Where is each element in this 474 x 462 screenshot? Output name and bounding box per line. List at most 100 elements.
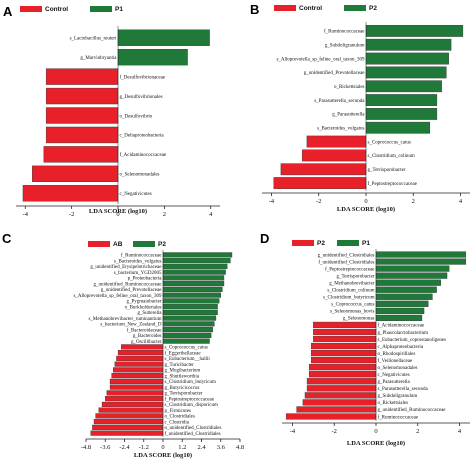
bar-label: g_Pygmaiobacter	[127, 300, 162, 305]
bar-label: f_unidentified_Clostridiales	[165, 432, 221, 437]
bar-g-subdoligranulum	[304, 392, 377, 399]
bar-label: o_Rickettsiales	[378, 401, 409, 406]
bar-label: g_Desulfovibrionales	[120, 95, 163, 100]
bar-s-coprococcus-catus	[306, 135, 367, 148]
bar-label: g_Parasutterella	[378, 380, 411, 385]
legend-swatch	[292, 240, 314, 246]
bar-label: c_Clostridia	[165, 420, 190, 425]
bar-label: g_Terrisporobacter	[337, 274, 375, 279]
legend-swatch	[133, 241, 155, 247]
bar-label: s_Clostridium_butyricum	[323, 296, 375, 301]
bar-g-desulfovibrionales	[45, 87, 119, 105]
bar-p-proteobacteria	[162, 275, 225, 281]
bar-label: g_Butyricicoccus	[165, 386, 200, 391]
bar-c-deltaproteobacteria	[45, 126, 119, 144]
bar-f-peptostreptococcaceae	[273, 177, 367, 189]
bar-c-negativicutes	[22, 185, 119, 202]
x-axis-label: LDA SCORE (log10)	[134, 452, 192, 459]
bar-s-coprococcus-catus	[375, 300, 429, 307]
bar-o-desulfovibrio	[45, 107, 119, 124]
bar-s-bacteroides-vulgatus	[162, 258, 231, 264]
bar-g-parasutterella	[365, 108, 438, 120]
bar-g-subdoligranulum	[365, 38, 452, 51]
bar-label: s_Parasutterella_secunda	[314, 99, 365, 104]
bar-label: o_Selenomonadales	[120, 173, 160, 178]
bar-label: p_Proteobacteria	[128, 277, 163, 282]
panel-letter: C	[2, 231, 12, 246]
x-tick-label: -4	[269, 198, 275, 205]
legend-label: P2	[369, 5, 377, 12]
legend-label: P1	[115, 6, 123, 13]
bar-g-unidentified-prevotellaceae	[162, 286, 223, 292]
bar-g-pygmaiobacter	[162, 298, 220, 304]
bar-label: s_Alloprevotella_sp_feline_oral_taxon_30…	[276, 57, 365, 62]
bar-g-unidentified-clostridiales	[375, 251, 467, 258]
bar-f-ruminococcaceae	[365, 25, 464, 37]
bar-label: f_unidentified_Clostridiales	[318, 260, 374, 265]
x-tick-label: -4	[290, 428, 296, 435]
bar-g-unidentified-prevotellaceae	[365, 66, 447, 79]
bar-label: p_Firmicutes	[165, 409, 191, 414]
bar-g-sutterella	[162, 309, 218, 315]
bar-g-terrisporobacter	[280, 163, 367, 176]
bar-f-unidentified-clostridiales	[90, 430, 164, 436]
legend-label: Control	[299, 5, 322, 12]
bar-label: g_unidentified_Prevotellaceae	[304, 71, 366, 76]
bar-label: g_Parasutterella	[332, 113, 365, 118]
bar-label: g_Marvinbryantia	[80, 56, 117, 61]
bar-s-clostridium-colinum	[301, 149, 367, 162]
bar-label: g_unidentified_Erysipelotrichaceae	[90, 265, 162, 270]
bar-label: o_Rickettsiales	[334, 85, 365, 90]
bar-label: g_Terrisporobacter	[165, 392, 203, 397]
bar-o-burkholderiales	[162, 304, 218, 310]
bar-label: s_Coprococcus_catus	[331, 303, 374, 308]
x-tick-label: -4.8	[81, 444, 91, 451]
bar-s-eubacterium-hallii	[116, 355, 164, 361]
legend-label: AB	[113, 241, 123, 248]
bar-label: s_Bacteroides_vulgatus	[114, 259, 162, 264]
panel-letter: A	[3, 4, 13, 19]
bar-label: g_Phascolarctobacterium	[378, 331, 429, 336]
bar-label: g_Shuttleworthia	[165, 374, 200, 379]
bar-label: f_Peptostreptococcaceae	[325, 267, 375, 272]
x-tick-label: 2	[163, 211, 166, 218]
bar-label: s_Clostridium_colinum	[368, 154, 415, 159]
bar-label: s_Bacteroides_vulgatus	[317, 127, 365, 132]
legend-label: P2	[317, 240, 325, 247]
bar-g-selenomonas	[375, 314, 423, 321]
x-tick-label: -2.4	[119, 444, 130, 451]
bar-s-lactobacillus-reuteri	[117, 29, 210, 46]
bar-label: s_Methanobrevibacter_ruminantium	[88, 317, 161, 322]
bar-s-clostridium-colinum	[375, 286, 437, 293]
bar-label: f_Ruminococcaceae	[324, 30, 365, 35]
bar-label: o_Rhodospirillales	[378, 352, 416, 357]
x-tick-label: 0	[161, 444, 164, 451]
bar-label: g_Subdoligranulum	[378, 394, 418, 399]
bar-g-unidentified-erysipelotrichaceae	[162, 263, 228, 269]
bar-g-turicibacter	[114, 361, 164, 367]
legend-label: P1	[362, 240, 370, 247]
bar-f-peptostreptococcaceae	[375, 265, 450, 272]
x-tick-label: 2	[412, 198, 415, 205]
bar-s-clostridium-butyricum	[109, 378, 164, 384]
x-axis-label: LDA SCORE (log10)	[337, 206, 395, 213]
bar-label: g_Selenomonas	[343, 317, 375, 322]
bar-g-mogibacterium	[113, 367, 164, 373]
bar-label: g_Subdoligranulum	[325, 44, 365, 49]
bar-label: c_Negativicutes	[378, 373, 410, 378]
bar-label: s_Coprococcus_catus	[368, 140, 411, 145]
bar-s-bacteroides-vulgatus	[365, 121, 431, 134]
x-tick-label: -2	[69, 211, 74, 218]
legend-swatch	[88, 241, 110, 247]
bar-label: f_Eggerthellaceae	[165, 351, 202, 356]
bar-label: s_Selenomonas_bovis	[330, 310, 374, 315]
bar-g-phascolarctobacterium	[313, 328, 377, 336]
bar-f-bacteroidaceae	[162, 327, 213, 333]
bar-label: o_Burkholderiales	[125, 305, 162, 310]
x-tick-label: 4.8	[236, 444, 244, 451]
bar-g-unidentified-ruminococcaceae	[296, 406, 377, 413]
bar-g-shuttleworthia	[111, 373, 164, 379]
bar-f-desulfovibrionaceae	[45, 68, 119, 85]
bar-s-parasutterella-secunda	[365, 94, 438, 106]
bar-o-selenomonadales	[32, 165, 119, 183]
